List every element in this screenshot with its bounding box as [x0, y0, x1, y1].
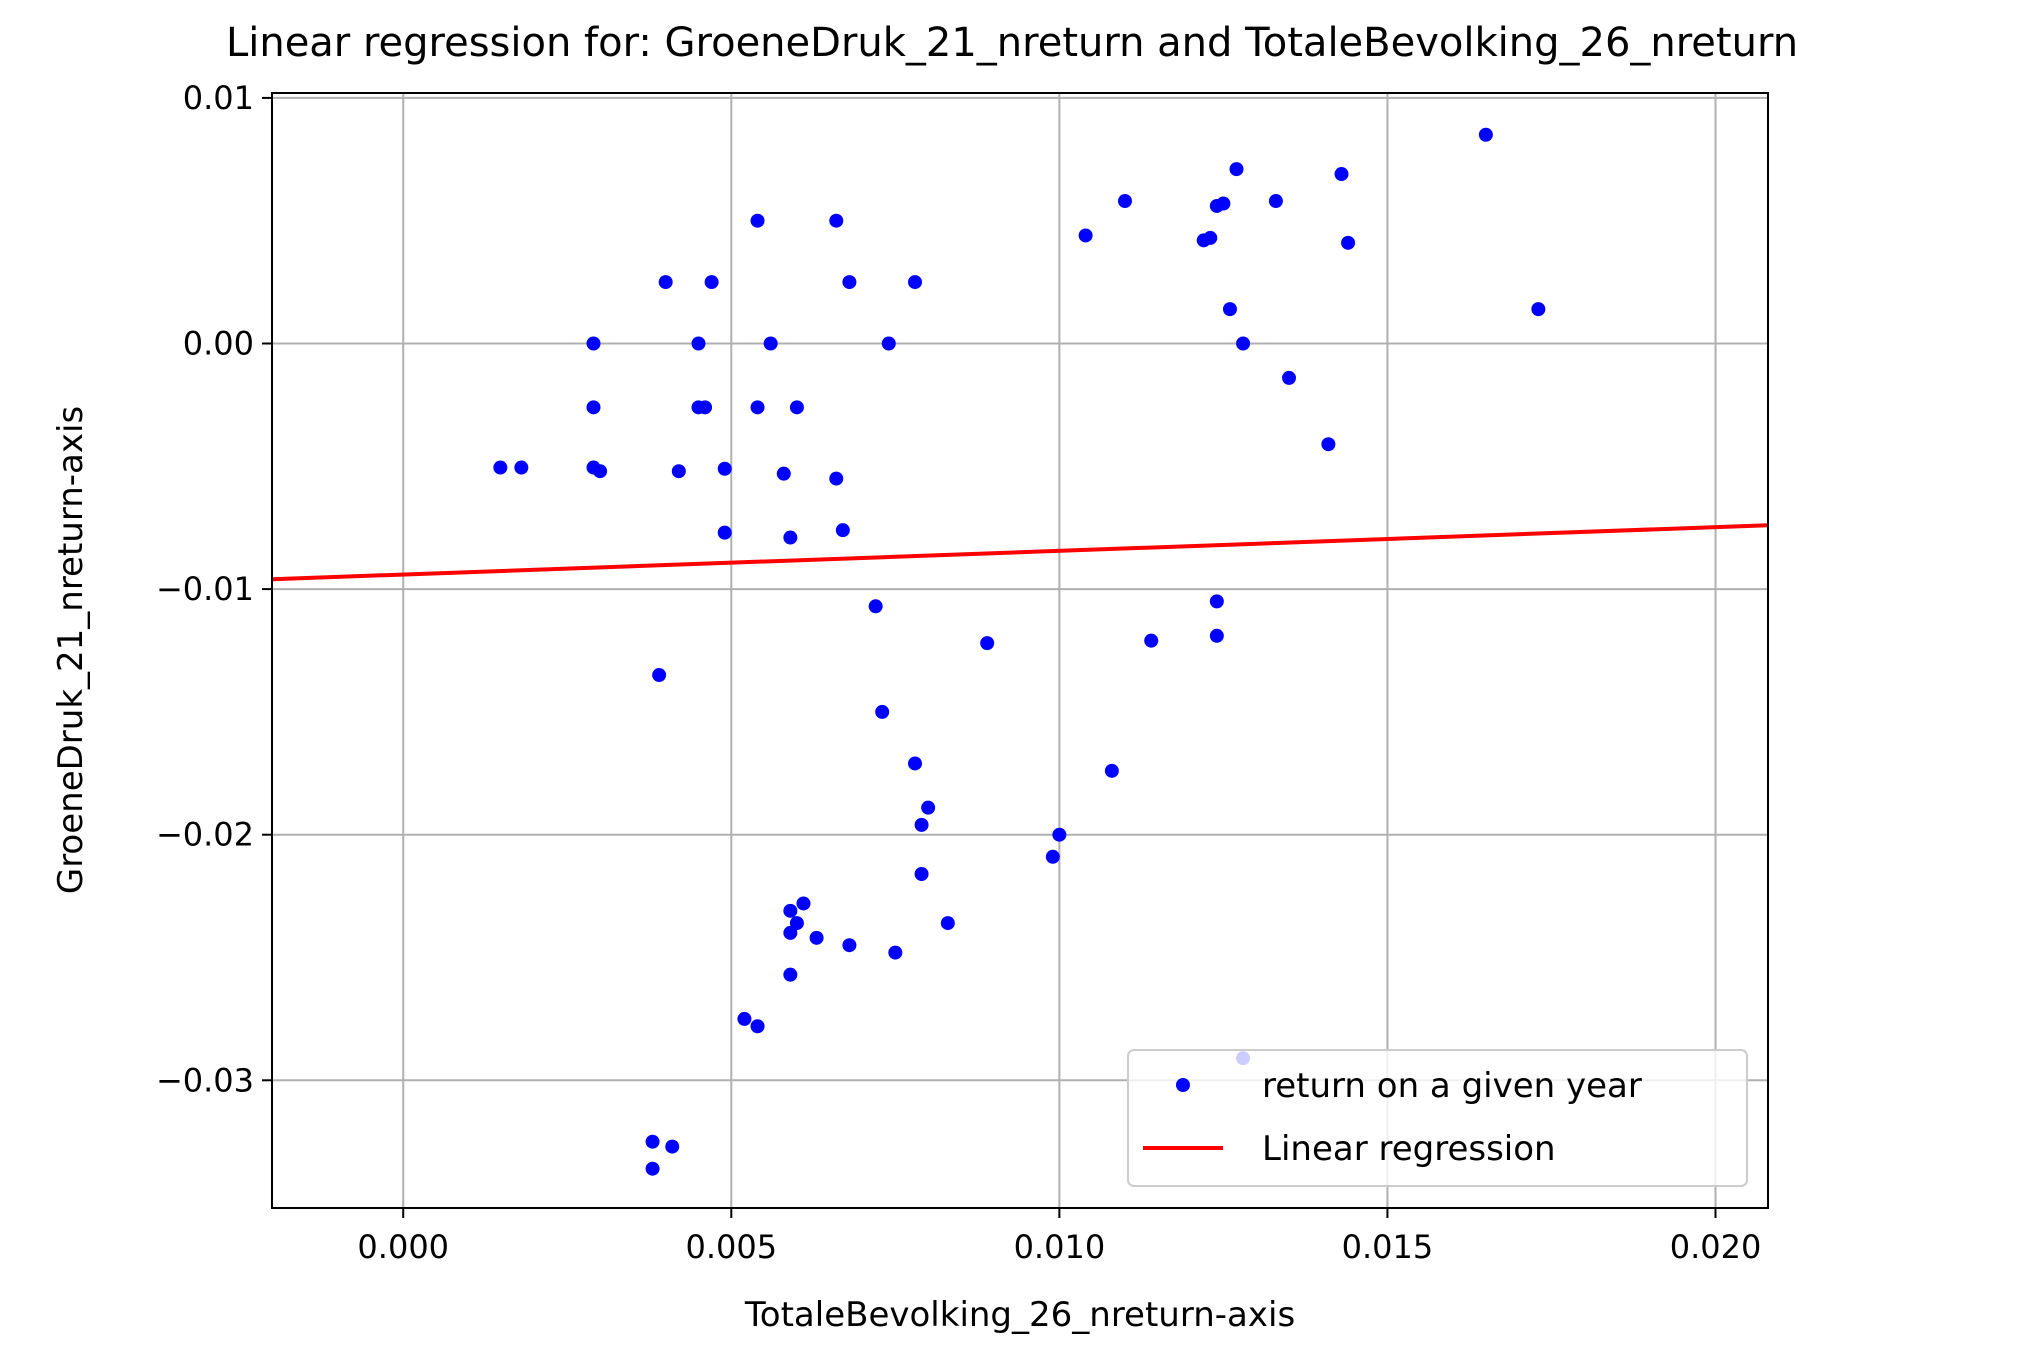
data-point — [796, 896, 811, 911]
data-point — [652, 668, 667, 683]
data-point — [921, 800, 936, 815]
data-point — [783, 967, 798, 982]
data-point — [1321, 437, 1336, 452]
chart-title: Linear regression for: GroeneDruk_21_nre… — [226, 20, 1798, 66]
data-point — [783, 530, 798, 545]
data-point — [717, 461, 732, 476]
legend-label-regression: Linear regression — [1262, 1129, 1556, 1169]
data-point — [1334, 167, 1349, 182]
data-point — [914, 866, 929, 881]
data-point — [750, 213, 765, 228]
y-tick-label: −0.03 — [156, 1061, 254, 1099]
data-point — [868, 599, 883, 614]
data-point — [658, 275, 673, 290]
data-point — [842, 938, 857, 953]
data-point — [1341, 235, 1356, 250]
data-point — [783, 925, 798, 940]
data-point — [835, 523, 850, 538]
data-point — [691, 336, 706, 351]
data-point — [908, 275, 923, 290]
data-point — [1531, 302, 1546, 317]
data-point — [1078, 228, 1093, 243]
data-point — [1282, 370, 1297, 385]
data-point — [1229, 162, 1244, 177]
data-point — [704, 275, 719, 290]
data-point — [776, 466, 791, 481]
data-point — [1052, 827, 1067, 842]
data-point — [980, 636, 995, 651]
regression-line-layer — [271, 523, 1769, 582]
data-point — [1209, 628, 1224, 643]
data-point — [914, 817, 929, 832]
x-tick-label: 0.015 — [1342, 1228, 1434, 1266]
data-point — [829, 213, 844, 228]
x-tick-label: 0.010 — [1014, 1228, 1106, 1266]
data-point — [908, 756, 923, 771]
x-axis-label: TotaleBevolking_26_nreturn-axis — [744, 1295, 1295, 1335]
data-point — [671, 464, 686, 479]
data-point — [750, 1019, 765, 1034]
data-point — [1117, 194, 1132, 209]
data-point — [665, 1139, 680, 1154]
data-point — [750, 400, 765, 415]
x-tick-label: 0.020 — [1670, 1228, 1762, 1266]
data-point — [1203, 230, 1218, 245]
data-point — [789, 400, 804, 415]
data-point — [586, 336, 601, 351]
regression-line — [271, 523, 1769, 582]
data-point — [842, 275, 857, 290]
x-tick-label: 0.005 — [685, 1228, 777, 1266]
data-point — [1216, 196, 1231, 211]
data-point — [593, 464, 608, 479]
data-point — [493, 460, 508, 475]
data-point — [717, 525, 732, 540]
data-point — [1236, 336, 1251, 351]
axis-ticks: 0.000 0.005 0.010 0.015 0.020 0.01 0.00 −0.01 −0… — [156, 79, 1761, 1266]
data-point — [1104, 763, 1119, 778]
y-tick-label: 0.01 — [183, 79, 254, 117]
data-point — [829, 471, 844, 486]
data-point — [763, 336, 778, 351]
data-point — [698, 400, 713, 415]
data-point — [875, 704, 890, 719]
data-point — [514, 460, 529, 475]
data-point — [1209, 594, 1224, 609]
data-point — [1268, 194, 1283, 209]
data-point — [809, 930, 824, 945]
y-axis-label: GroeneDruk_21_nreturn-axis — [51, 406, 91, 894]
data-point — [783, 903, 798, 918]
data-point — [789, 916, 804, 931]
legend: return on a given year Linear regression — [1127, 1049, 1748, 1187]
y-tick-label: −0.02 — [156, 816, 254, 854]
data-point — [645, 1134, 660, 1149]
data-point — [888, 945, 903, 960]
data-point — [940, 916, 955, 931]
legend-scatter-marker — [1176, 1078, 1190, 1092]
data-point — [645, 1161, 660, 1176]
data-point — [1222, 302, 1237, 317]
y-tick-label: 0.00 — [183, 325, 254, 363]
data-point — [881, 336, 896, 351]
legend-box — [1127, 1049, 1748, 1187]
data-points — [493, 127, 1546, 1176]
data-point — [1478, 127, 1493, 142]
data-point — [1045, 849, 1060, 864]
legend-label-scatter: return on a given year — [1262, 1066, 1642, 1106]
plot-area-frame — [271, 92, 1769, 1209]
data-point — [586, 400, 601, 415]
data-point — [737, 1011, 752, 1026]
data-point — [1144, 633, 1159, 648]
y-tick-label: −0.01 — [156, 570, 254, 608]
x-tick-label: 0.000 — [357, 1228, 449, 1266]
